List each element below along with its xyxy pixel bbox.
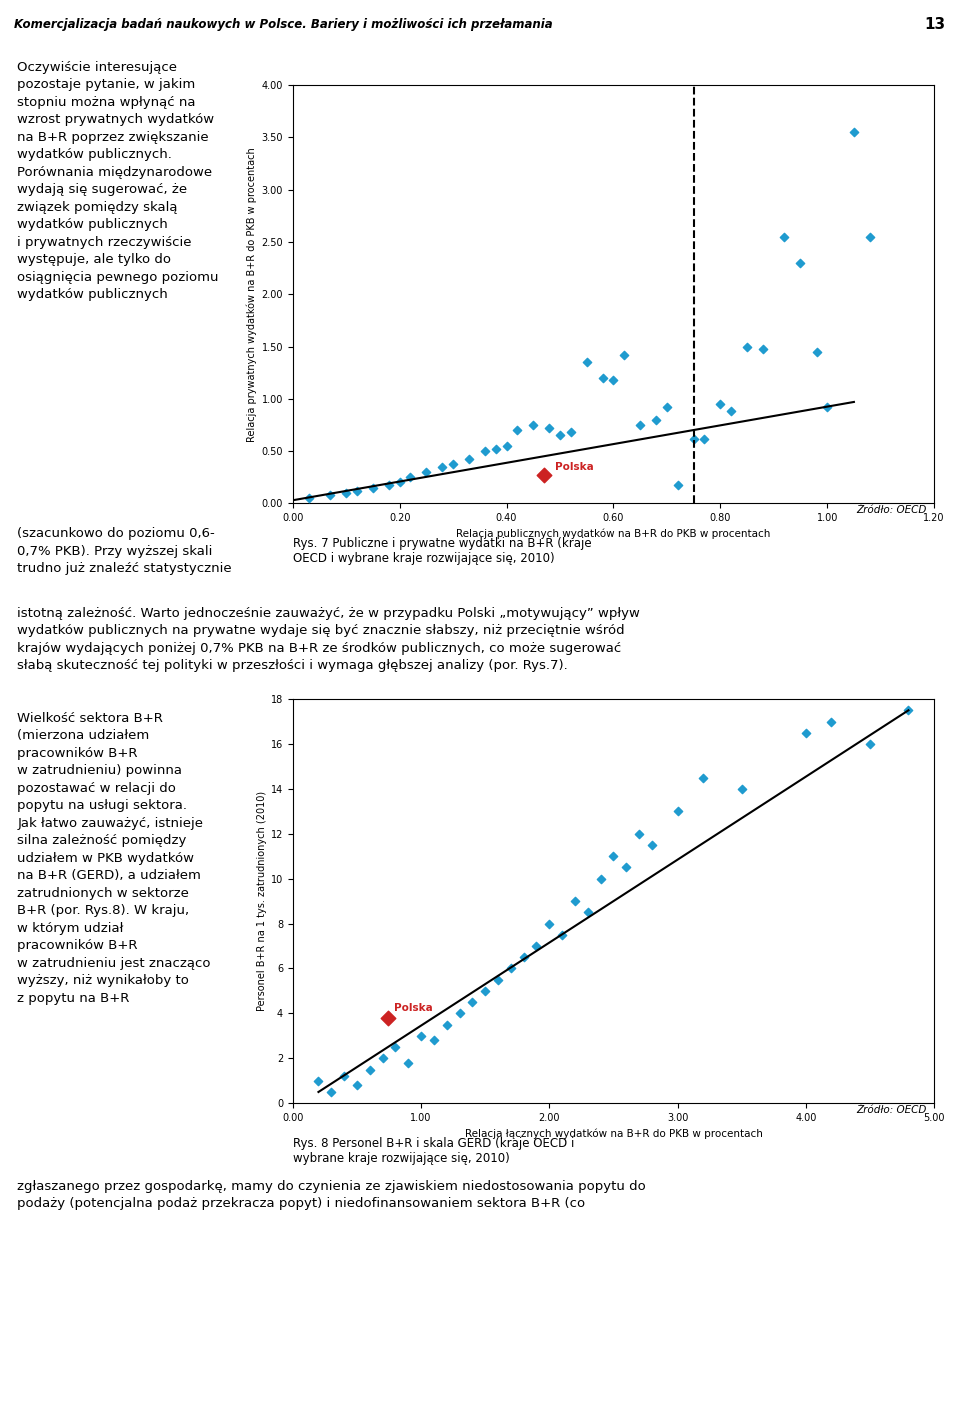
- Y-axis label: Relacja prywatnych wydatków na B+R do PKB w procentach: Relacja prywatnych wydatków na B+R do PK…: [247, 147, 257, 441]
- Point: [670, 800, 685, 822]
- Point: [414, 1024, 429, 1046]
- Point: [452, 1003, 468, 1025]
- Point: [526, 414, 541, 437]
- Point: [349, 1073, 365, 1096]
- Point: [595, 366, 611, 389]
- Point: [793, 251, 808, 274]
- X-axis label: Relacja łącznych wydatków na B+R do PKB w procentach: Relacja łącznych wydatków na B+R do PKB …: [465, 1129, 762, 1139]
- Point: [388, 1035, 403, 1058]
- Point: [445, 452, 461, 475]
- Point: [541, 912, 557, 934]
- Point: [580, 900, 595, 923]
- Point: [516, 946, 531, 968]
- Point: [311, 1069, 326, 1092]
- Point: [439, 1014, 454, 1037]
- Point: [685, 427, 701, 450]
- Point: [696, 766, 711, 788]
- Point: [824, 710, 839, 733]
- Text: zgłaszanego przez gospodarkę, mamy do czynienia ze zjawiskiem niedostosowania po: zgłaszanego przez gospodarkę, mamy do cz…: [17, 1180, 646, 1211]
- Point: [362, 1058, 377, 1081]
- Y-axis label: Personel B+R na 1 tys. zatrudnionych (2010): Personel B+R na 1 tys. zatrudnionych (20…: [256, 791, 267, 1011]
- Point: [633, 414, 648, 437]
- Point: [697, 427, 712, 450]
- Point: [632, 822, 647, 845]
- Point: [336, 1065, 351, 1088]
- Text: Rys. 7 Publiczne i prywatne wydatki na B+R (kraje
OECD i wybrane kraje rozwijają: Rys. 7 Publiczne i prywatne wydatki na B…: [293, 537, 591, 566]
- Point: [380, 1007, 396, 1029]
- Text: Oczywiście interesujące
pozostaje pytanie, w jakim
stopniu można wpłynąć na
wzro: Oczywiście interesujące pozostaje pytani…: [17, 61, 219, 302]
- Point: [477, 440, 492, 462]
- Point: [820, 396, 835, 418]
- Point: [529, 934, 544, 957]
- Point: [756, 337, 771, 360]
- Point: [301, 486, 317, 509]
- X-axis label: Relacja publicznych wydatków na B+R do PKB w procentach: Relacja publicznych wydatków na B+R do P…: [456, 529, 771, 539]
- Point: [847, 121, 862, 143]
- Point: [606, 845, 621, 868]
- Text: istotną zależność. Warto jednocześnie zauważyć, że w przypadku Polski „motywując: istotną zależność. Warto jednocześnie za…: [17, 607, 640, 672]
- Text: Komercjalizacja badań naukowych w Polsce. Bariery i możliwości ich przełamania: Komercjalizacja badań naukowych w Polsce…: [14, 17, 553, 31]
- Point: [375, 1046, 391, 1069]
- Point: [579, 350, 594, 373]
- Text: Polska: Polska: [395, 1003, 433, 1012]
- Point: [465, 991, 480, 1014]
- Point: [339, 482, 354, 505]
- Point: [593, 868, 609, 891]
- Point: [670, 474, 685, 496]
- Text: Rys. 8 Personel B+R i skala GERD (kraje OECD i
wybrane kraje rozwijające się, 20: Rys. 8 Personel B+R i skala GERD (kraje …: [293, 1137, 574, 1166]
- Point: [435, 455, 450, 478]
- Point: [349, 479, 365, 502]
- Point: [510, 418, 525, 441]
- Point: [777, 225, 792, 248]
- Point: [660, 396, 675, 418]
- Point: [491, 968, 506, 991]
- Point: [365, 476, 380, 499]
- Point: [477, 980, 492, 1003]
- Point: [400, 1052, 416, 1075]
- Point: [862, 225, 877, 248]
- Point: [809, 340, 825, 363]
- Point: [644, 834, 660, 856]
- Point: [541, 417, 557, 440]
- Point: [419, 461, 434, 484]
- Point: [555, 923, 570, 946]
- Point: [537, 464, 552, 486]
- Point: [324, 1081, 339, 1103]
- Point: [606, 369, 621, 391]
- Point: [426, 1029, 442, 1052]
- Point: [462, 448, 477, 471]
- Point: [503, 957, 518, 980]
- Point: [567, 891, 583, 913]
- Point: [900, 699, 916, 722]
- Point: [798, 722, 813, 744]
- Point: [563, 421, 578, 444]
- Point: [499, 434, 515, 457]
- Point: [712, 393, 728, 415]
- Text: Źródło: OECD: Źródło: OECD: [856, 1105, 926, 1115]
- Point: [862, 733, 877, 756]
- Point: [392, 471, 407, 493]
- Text: 13: 13: [924, 17, 946, 31]
- Point: [323, 484, 338, 506]
- Point: [402, 467, 418, 489]
- Text: Polska: Polska: [555, 462, 593, 472]
- Point: [734, 777, 750, 800]
- Text: Wielkość sektora B+R
(mierzona udziałem
pracowników B+R
w zatrudnieniu) powinna
: Wielkość sektora B+R (mierzona udziałem …: [17, 712, 211, 1005]
- Point: [616, 343, 632, 366]
- Point: [489, 438, 504, 461]
- Point: [381, 474, 396, 496]
- Point: [723, 400, 738, 423]
- Text: (szacunkowo do poziomu 0,6-
0,7% PKB). Przy wyższej skali
trudno już znaleźć sta: (szacunkowo do poziomu 0,6- 0,7% PKB). P…: [17, 527, 232, 576]
- Text: Źródło: OECD: Źródło: OECD: [856, 505, 926, 515]
- Point: [552, 424, 567, 447]
- Point: [649, 408, 664, 431]
- Point: [618, 856, 634, 879]
- Point: [739, 335, 755, 357]
